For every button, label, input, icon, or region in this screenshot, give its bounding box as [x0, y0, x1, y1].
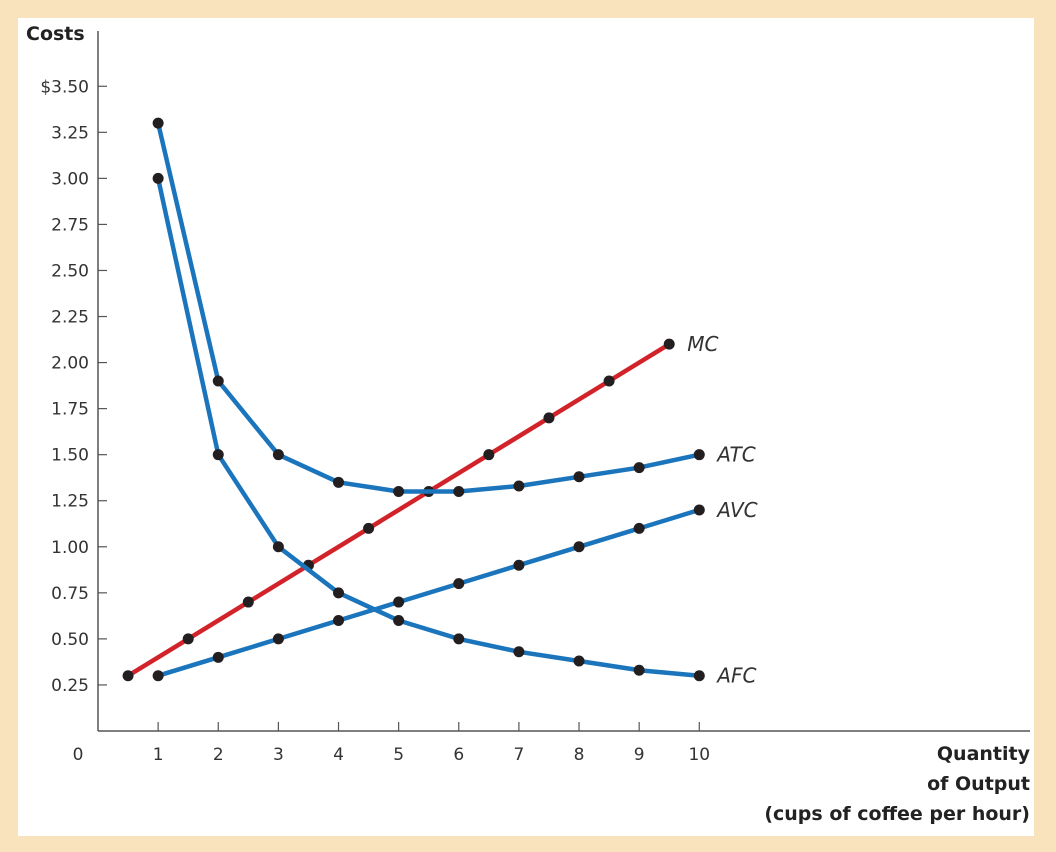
data-point-atc	[393, 486, 405, 498]
data-point-afc	[633, 664, 645, 676]
data-point-afc	[393, 614, 405, 626]
x-tick-label: 5	[393, 745, 404, 765]
x-axis-title-line: (cups of coffee per hour)	[764, 803, 1030, 825]
data-point-afc	[693, 670, 705, 682]
x-axis-title-line: Quantity	[937, 743, 1031, 765]
data-point-mc	[182, 633, 194, 645]
data-point-afc	[333, 587, 345, 599]
series-label-avc: AVC	[715, 498, 757, 522]
data-point-avc	[573, 541, 585, 553]
y-tick-label: 1.25	[51, 492, 89, 512]
data-point-avc	[453, 578, 465, 590]
y-tick-label: 2.00	[51, 354, 89, 374]
data-point-atc	[453, 486, 465, 498]
data-point-mc	[603, 375, 615, 387]
data-point-avc	[633, 522, 645, 534]
data-point-afc	[453, 633, 465, 645]
data-point-avc	[393, 596, 405, 608]
data-point-avc	[333, 614, 345, 626]
y-tick-label: 2.50	[51, 261, 89, 281]
series-label-afc: AFC	[715, 664, 756, 688]
series-line-afc	[155, 176, 702, 678]
data-point-mc	[122, 670, 134, 682]
series-label-atc: ATC	[715, 443, 755, 467]
data-point-mc	[543, 412, 555, 424]
y-tick-label: 3.25	[51, 123, 89, 143]
x-tick-label: 1	[153, 745, 164, 765]
data-point-mc	[663, 338, 675, 350]
x-tick-label: 2	[213, 745, 224, 765]
data-point-avc	[152, 670, 164, 682]
data-point-mc	[363, 522, 375, 534]
data-point-afc	[272, 541, 284, 553]
data-point-atc	[272, 449, 284, 461]
series-label-mc: MC	[687, 332, 718, 356]
series-line-mc	[125, 341, 672, 678]
y-tick-label: 3.00	[51, 169, 89, 189]
plot-panel	[18, 18, 1034, 836]
x-tick-label: 10	[688, 745, 710, 765]
x-tick-label: 4	[333, 745, 344, 765]
data-point-avc	[513, 559, 525, 571]
data-point-afc	[152, 172, 164, 184]
series-line-atc	[155, 120, 702, 494]
data-point-atc	[333, 476, 345, 488]
y-tick-label: 0.50	[51, 630, 89, 650]
data-point-avc	[272, 633, 284, 645]
series-lines	[122, 117, 705, 682]
data-point-avc	[693, 504, 705, 516]
x-tick-label: 3	[273, 745, 284, 765]
data-point-atc	[573, 471, 585, 483]
data-point-mc	[483, 449, 495, 461]
data-point-atc	[212, 375, 224, 387]
data-point-mc	[242, 596, 254, 608]
origin-label: 0	[73, 745, 84, 765]
data-point-atc	[633, 462, 645, 474]
x-tick-label: 6	[453, 745, 464, 765]
data-point-afc	[513, 646, 525, 658]
data-point-atc	[513, 480, 525, 492]
data-point-afc	[212, 449, 224, 461]
y-tick-label: 2.25	[51, 308, 89, 328]
series-labels: MC ATC AVC AFC	[687, 332, 757, 688]
x-tick-label: 9	[634, 745, 645, 765]
x-axis-title-line: of Output	[927, 773, 1030, 795]
data-point-atc	[152, 117, 164, 129]
y-tick-label: 0.75	[51, 584, 89, 604]
y-tick-label: 1.50	[51, 446, 89, 466]
y-tick-label: 1.00	[51, 538, 89, 558]
y-tick-label: 1.75	[51, 400, 89, 420]
series-line-avc	[155, 507, 702, 678]
axes: 0.25 0.50 0.75 1.00 1.25 1.50 1.75 2.00 2.25 2.50…	[26, 23, 1031, 825]
x-tick-label: 7	[513, 745, 524, 765]
y-tick-label: $3.50	[40, 77, 89, 97]
x-tick-label: 8	[574, 745, 585, 765]
y-tick-label: 0.25	[51, 676, 89, 696]
y-tick-label: 2.75	[51, 215, 89, 235]
data-point-avc	[212, 651, 224, 663]
data-point-afc	[573, 655, 585, 667]
data-point-atc	[693, 449, 705, 461]
y-axis-title: Costs	[26, 23, 85, 45]
